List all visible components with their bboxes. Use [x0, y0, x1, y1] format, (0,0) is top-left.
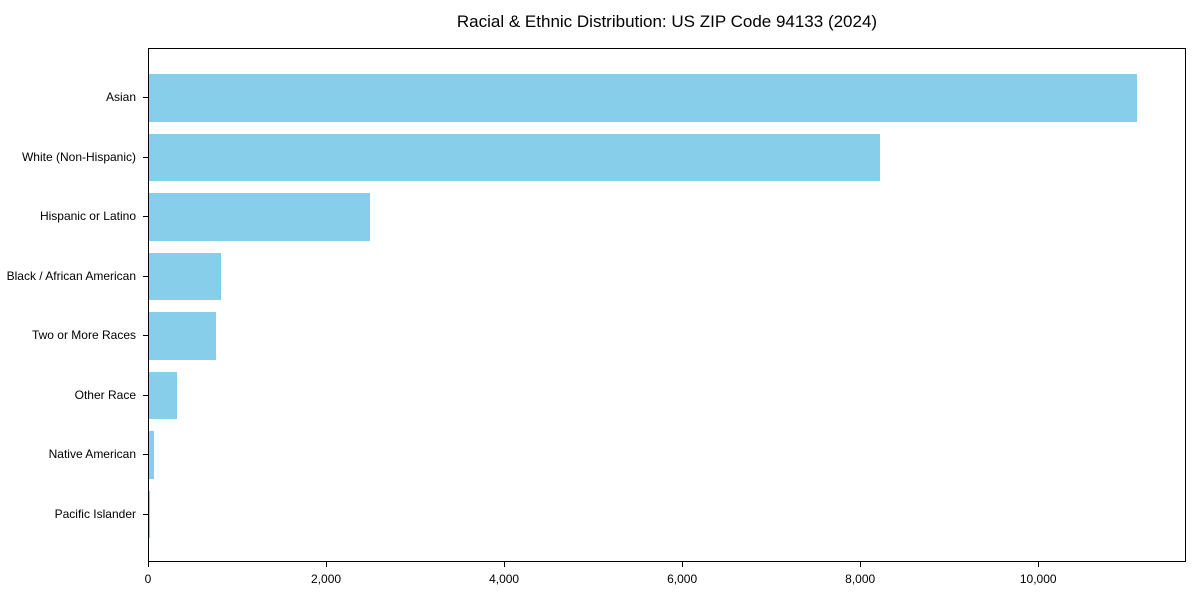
- y-tick-mark: [143, 97, 148, 98]
- bar-other-race: [149, 371, 178, 420]
- x-tick-mark: [148, 562, 149, 567]
- plot-area: [148, 48, 1186, 562]
- x-tick-mark: [326, 562, 328, 567]
- bar-hispanic-or-latino: [149, 193, 370, 241]
- y-tick-mark: [143, 216, 148, 217]
- y-tick-mark: [143, 454, 148, 455]
- x-axis-label-4-000: 4,000: [489, 572, 520, 586]
- bar-white-non-hispanic: [149, 133, 880, 182]
- y-axis-label-pacific-islander: Pacific Islander: [54, 506, 136, 521]
- y-axis-label-black-african-american: Black / African American: [6, 268, 136, 283]
- x-tick-mark: [860, 562, 862, 567]
- x-tick-mark: [1038, 562, 1040, 567]
- y-axis-label-white-non-hispanic: White (Non-Hispanic): [21, 149, 136, 164]
- bar-black-african-american: [149, 252, 222, 301]
- y-tick-mark: [143, 513, 148, 515]
- y-axis-label-other-race: Other Race: [74, 387, 136, 402]
- bar-pacific-islander: [149, 490, 151, 539]
- x-axis-label-10-000: 10,000: [1019, 572, 1057, 586]
- x-axis-label-0: 0: [144, 572, 152, 586]
- y-axis-label-native-american: Native American: [48, 447, 136, 461]
- x-tick-mark: [504, 562, 506, 567]
- x-axis-label-6-000: 6,000: [667, 572, 698, 586]
- x-axis-label-2-000: 2,000: [311, 572, 342, 586]
- x-axis-label-8-000: 8,000: [845, 572, 876, 586]
- chart-title: Racial & Ethnic Distribution: US ZIP Cod…: [456, 12, 878, 31]
- y-tick-mark: [143, 156, 148, 158]
- y-axis-label-hispanic-or-latino: Hispanic or Latino: [39, 209, 136, 223]
- y-tick-mark: [143, 275, 148, 277]
- y-tick-mark: [143, 394, 148, 396]
- y-axis-label-two-or-more-races: Two or More Races: [31, 328, 136, 342]
- bar-asian: [149, 74, 1138, 122]
- x-tick-mark: [682, 562, 684, 567]
- bar-native-american: [149, 431, 155, 479]
- bar-two-or-more-races: [149, 312, 216, 360]
- y-tick-mark: [143, 335, 148, 336]
- y-axis-label-asian: Asian: [105, 90, 136, 104]
